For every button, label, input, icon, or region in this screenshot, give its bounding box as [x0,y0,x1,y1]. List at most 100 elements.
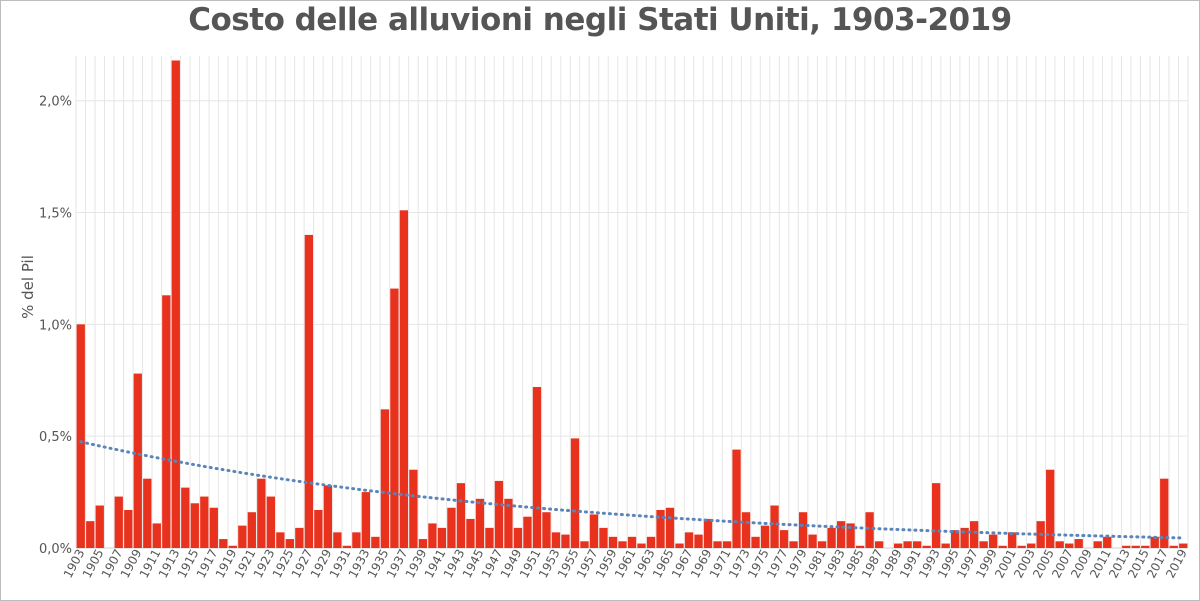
bar-1907 [114,496,123,548]
bar-1941 [437,527,447,548]
bar-1965 [665,507,675,548]
bar-1972 [732,449,741,548]
bar-1914 [181,487,190,548]
bar-1978 [789,541,798,548]
bar-1947 [494,480,504,548]
bar-2011 [1103,536,1112,548]
bar-1944 [466,518,475,548]
bar-1949 [513,527,523,548]
bar-1921 [247,512,256,548]
bar-1957 [589,514,599,548]
bar-1962 [637,543,646,548]
bar-2002 [1017,545,1026,548]
bar-1958 [599,527,608,548]
bar-1929 [323,485,333,548]
x-axis-ticks: 1903190519071909191119131915191719191921… [61,547,1190,581]
bar-1942 [447,507,456,548]
bar-2007 [1065,543,1074,548]
y-tick-label: 0,0% [39,542,72,557]
bar-1935 [380,409,390,548]
bar-1994 [941,543,950,548]
bar-1995 [950,530,960,548]
y-tick-label: 0,5% [39,430,72,445]
bar-2005 [1046,469,1055,548]
bar-1991 [912,541,922,548]
bar-1974 [751,536,760,548]
bar-1969 [703,518,713,548]
bar-1927 [304,234,314,548]
bar-1910 [143,478,152,548]
bar-1980 [808,534,817,548]
bar-1915 [190,503,199,548]
bar-1928 [314,509,323,548]
bar-1930 [333,532,342,548]
bar-1963 [646,536,656,548]
bar-1934 [371,536,380,548]
bar-1946 [485,527,494,548]
bar-1961 [627,536,637,548]
bar-1952 [542,512,551,548]
grid-lines [75,56,1189,549]
bar-1983 [836,521,846,548]
bar-2003 [1027,543,1036,548]
bar-2018 [1169,545,1178,548]
bar-1937 [399,210,409,549]
bar-1948 [504,498,513,548]
bar-2013 [1122,545,1131,548]
bar-1987 [874,541,884,548]
bar-1905 [95,505,104,548]
bar-1964 [656,509,665,548]
y-tick-label: 1,0% [39,318,72,333]
bar-1933 [361,492,371,548]
bar-2016 [1150,536,1159,548]
bar-1909 [133,373,142,548]
bar-2015 [1141,545,1150,548]
bar-1967 [684,532,694,548]
bar-1976 [770,505,779,548]
bar-1975 [760,525,770,548]
bar-1943 [456,483,466,548]
bar-1960 [618,541,627,548]
bar-2010 [1093,541,1102,548]
bar-1984 [846,523,855,548]
bar-1924 [276,532,285,548]
bar-1918 [219,539,228,548]
bar-1982 [827,527,836,548]
bar-1992 [922,545,931,548]
bar-1977 [779,530,789,548]
bar-1989 [893,543,903,548]
bar-1904 [86,521,95,548]
y-axis-ticks: 0,0% 0,5% 1,0% 1,5% 2,0% [39,95,72,557]
y-tick-label: 1,5% [39,207,72,222]
bar-2006 [1055,541,1064,548]
bar-1923 [266,496,275,548]
bar-1903 [76,324,85,548]
bar-1993 [931,483,941,548]
bar-2000 [998,545,1007,548]
bar-1973 [741,512,751,548]
bar-2001 [1008,532,1017,548]
bar-2014 [1131,545,1140,548]
bar-1996 [960,527,969,548]
bar-1916 [200,496,209,548]
bar-1908 [124,509,133,548]
bar-1971 [722,541,732,548]
bar-1911 [152,523,161,548]
bars [76,60,1188,549]
bar-1999 [989,534,998,548]
bar-1950 [523,516,532,548]
bar-1979 [798,512,808,548]
bar-1985 [855,545,865,548]
bar-1913 [171,60,180,549]
bar-1959 [608,536,618,548]
bar-1970 [713,541,722,548]
bar-1919 [228,545,237,548]
bar-1986 [865,512,874,548]
bar-1968 [694,534,703,548]
bar-1981 [817,541,827,548]
y-tick-label: 2,0% [39,95,72,110]
bar-1912 [162,295,171,548]
bar-1922 [257,478,266,548]
y-axis-label: % del Pil [19,255,37,319]
